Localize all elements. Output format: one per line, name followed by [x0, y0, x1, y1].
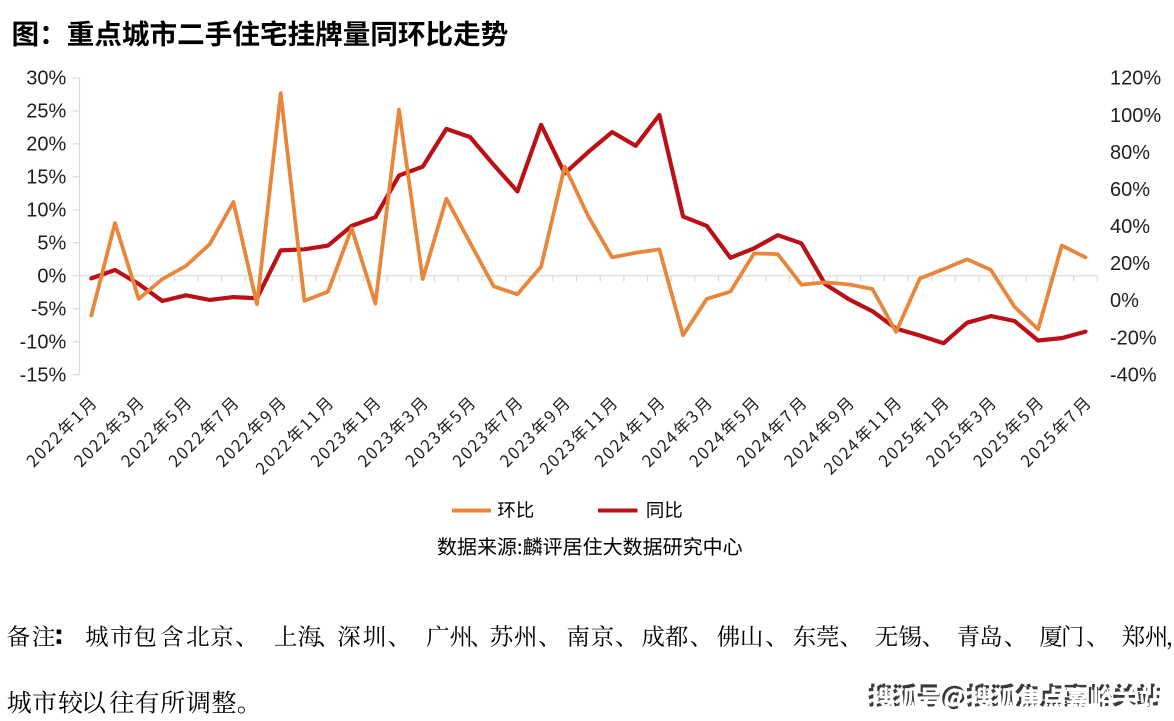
svg-text:25%: 25% — [26, 101, 66, 123]
svg-text:10%: 10% — [26, 200, 66, 222]
svg-text:-10%: -10% — [20, 331, 67, 353]
svg-text:100%: 100% — [1110, 105, 1161, 127]
svg-text:-40%: -40% — [1110, 364, 1157, 386]
svg-text:20%: 20% — [1110, 253, 1150, 275]
svg-text:80%: 80% — [1110, 142, 1150, 164]
svg-text:0%: 0% — [37, 265, 66, 287]
svg-text:-15%: -15% — [20, 364, 67, 386]
svg-text:5%: 5% — [37, 232, 66, 254]
svg-text:60%: 60% — [1110, 179, 1150, 201]
svg-text:0%: 0% — [1110, 290, 1139, 312]
svg-text:15%: 15% — [26, 167, 66, 189]
svg-text:20%: 20% — [26, 134, 66, 156]
svg-text:-5%: -5% — [31, 298, 67, 320]
svg-text:40%: 40% — [1110, 216, 1150, 238]
svg-text:-20%: -20% — [1110, 327, 1157, 349]
svg-text:120%: 120% — [1110, 68, 1161, 90]
svg-text:30%: 30% — [26, 68, 66, 90]
